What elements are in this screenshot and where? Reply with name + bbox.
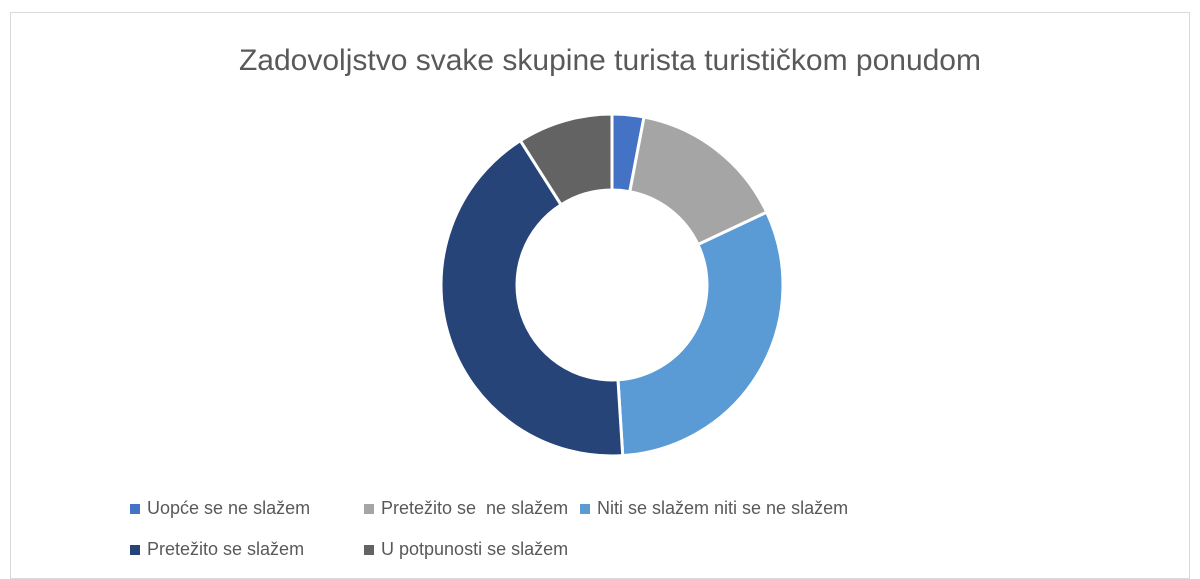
legend-swatch bbox=[364, 545, 374, 555]
legend-swatch bbox=[130, 504, 140, 514]
legend-label: Uopće se ne slažem bbox=[147, 498, 310, 518]
legend-label: U potpunosti se slažem bbox=[381, 539, 568, 559]
donut-slice bbox=[616, 210, 785, 458]
chart-area bbox=[10, 12, 1190, 579]
legend-swatch bbox=[580, 504, 590, 514]
legend-label: Niti se slažem niti se ne slažem bbox=[597, 498, 848, 518]
donut-slice bbox=[439, 138, 625, 458]
donut-slice bbox=[518, 112, 614, 207]
legend-swatch bbox=[364, 504, 374, 514]
chart-title: Zadovoljstvo svake skupine turista turis… bbox=[239, 44, 981, 77]
legend-label: Pretežito se ne slažem bbox=[381, 498, 568, 518]
legend-swatch bbox=[130, 545, 140, 555]
legend-label: Pretežito se slažem bbox=[147, 539, 304, 559]
